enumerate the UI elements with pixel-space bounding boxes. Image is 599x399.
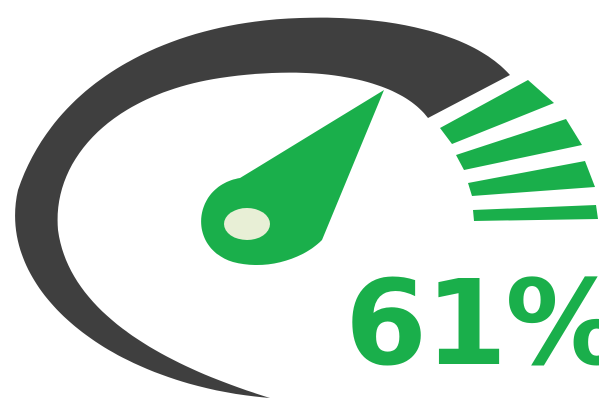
needle-hub: [224, 208, 270, 240]
gauge-value-label: 61%: [345, 254, 599, 392]
gauge-ticks: [440, 80, 598, 221]
needle-pointer: [201, 90, 384, 266]
gauge-needle: [201, 90, 384, 266]
gauge-tick-3: [468, 161, 595, 196]
gauge-tick-4: [473, 205, 598, 221]
gauge-tick-2: [456, 119, 582, 170]
gauge-tick-1: [440, 80, 554, 144]
gauge-arc: [15, 17, 510, 399]
